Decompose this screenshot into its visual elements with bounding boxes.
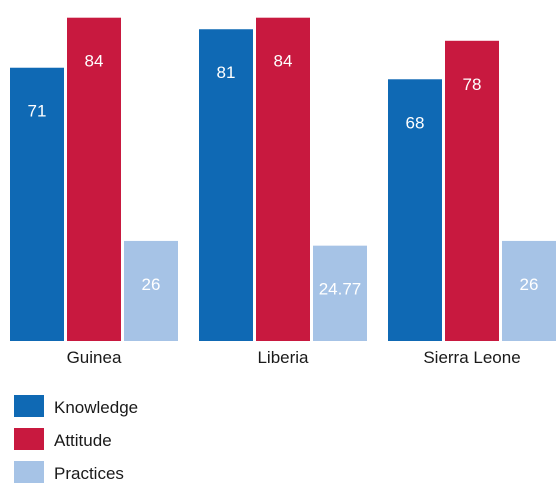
category-label-liberia: Liberia — [257, 348, 309, 367]
bar-guinea-practices — [124, 240, 178, 341]
bar-value-label: 71 — [28, 102, 47, 121]
bar-liberia-knowledge — [199, 29, 253, 341]
legend-swatch-knowledge — [14, 395, 44, 417]
category-labels: Guinea Liberia Sierra Leone — [67, 348, 521, 367]
legend: Knowledge Attitude Practices — [14, 395, 138, 483]
legend-swatch-practices — [14, 461, 44, 483]
bar-guinea-knowledge — [10, 67, 64, 342]
category-label-guinea: Guinea — [67, 348, 122, 367]
legend-label-knowledge: Knowledge — [54, 398, 138, 417]
legend-label-practices: Practices — [54, 464, 124, 483]
bar-value-label: 26 — [142, 275, 161, 294]
bar-liberia-attitude — [256, 17, 310, 342]
bar-sierra-leone-knowledge — [388, 79, 442, 342]
bar-value-labels: 71 84 26 81 84 24.77 68 78 26 — [28, 52, 539, 299]
bar-value-label: 78 — [463, 75, 482, 94]
bar-value-label: 26 — [520, 275, 539, 294]
bar-value-label: 68 — [406, 113, 425, 132]
legend-label-attitude: Attitude — [54, 431, 112, 450]
legend-swatch-attitude — [14, 428, 44, 450]
bar-guinea-attitude — [67, 17, 121, 342]
bar-value-label: 84 — [274, 52, 293, 71]
bar-sierra-leone-attitude — [445, 40, 499, 341]
bars-group — [10, 17, 556, 342]
bar-value-label: 24.77 — [319, 280, 362, 299]
category-label-sierra-leone: Sierra Leone — [423, 348, 520, 367]
bar-liberia-practices — [313, 245, 367, 341]
bar-value-label: 84 — [85, 52, 104, 71]
bar-value-label: 81 — [217, 63, 236, 82]
bar-sierra-leone-practices — [502, 240, 556, 341]
